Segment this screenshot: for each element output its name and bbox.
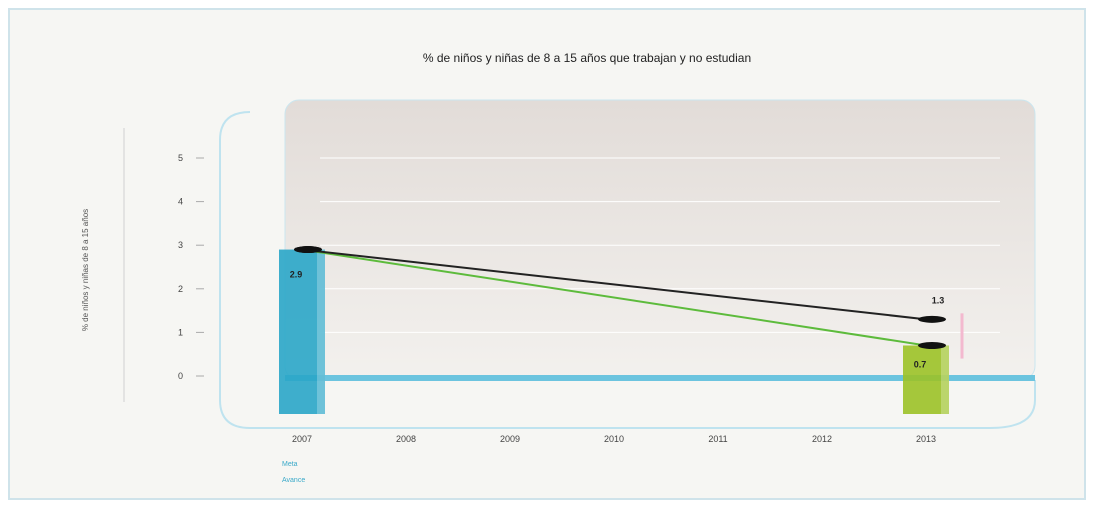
x-tick-label: 2010 — [604, 434, 624, 444]
x-tick-label: 2012 — [812, 434, 832, 444]
bar-highlight — [941, 345, 949, 414]
legend-entry: Avance — [282, 477, 305, 484]
x-tick-label: 2007 — [292, 434, 312, 444]
series-point — [294, 246, 322, 254]
series-lines — [294, 246, 946, 349]
series-line-0 — [301, 248, 927, 347]
bar-highlight — [317, 249, 325, 414]
y-tick-label: 2 — [178, 284, 183, 294]
y-tick-label: 3 — [178, 240, 183, 250]
y-ticks: 0 1 2 3 4 5 — [178, 153, 204, 381]
baseline — [285, 375, 1035, 381]
bar-2013 — [903, 345, 949, 414]
y-tick-label: 5 — [178, 153, 183, 163]
gridlines — [320, 157, 1000, 333]
x-ticks: 2007 2008 2009 2010 2011 2012 2013 — [292, 434, 936, 444]
x-tick-label: 2008 — [396, 434, 416, 444]
series-line-1 — [301, 248, 927, 321]
bar-2007 — [279, 249, 325, 414]
x-tick-label: 2013 — [916, 434, 936, 444]
x-tick-label: 2009 — [500, 434, 520, 444]
bar-label-2007: 2.9 — [290, 270, 303, 280]
y-axis-label: % de niños y niñas de 8 a 15 años — [81, 209, 90, 331]
x-tick-label: 2011 — [708, 434, 727, 444]
y-tick-label: 4 — [178, 197, 183, 207]
plot-area — [284, 99, 1036, 381]
series-point — [918, 315, 946, 323]
legend-entry: Meta — [282, 461, 298, 468]
series-point — [918, 341, 946, 349]
bars: 2.9 0.7 — [279, 249, 949, 414]
y-tick-label: 1 — [178, 327, 183, 337]
bar-label-2013: 0.7 — [914, 359, 927, 369]
y-tick-label: 0 — [178, 371, 183, 381]
legend: Meta Avance — [282, 461, 305, 484]
data-labels: 1.3 — [932, 295, 964, 359]
chart-title: % de niños y niñas de 8 a 15 años que tr… — [423, 51, 751, 65]
plot-outline — [219, 111, 1036, 429]
annotation-label: 1.3 — [932, 295, 945, 305]
